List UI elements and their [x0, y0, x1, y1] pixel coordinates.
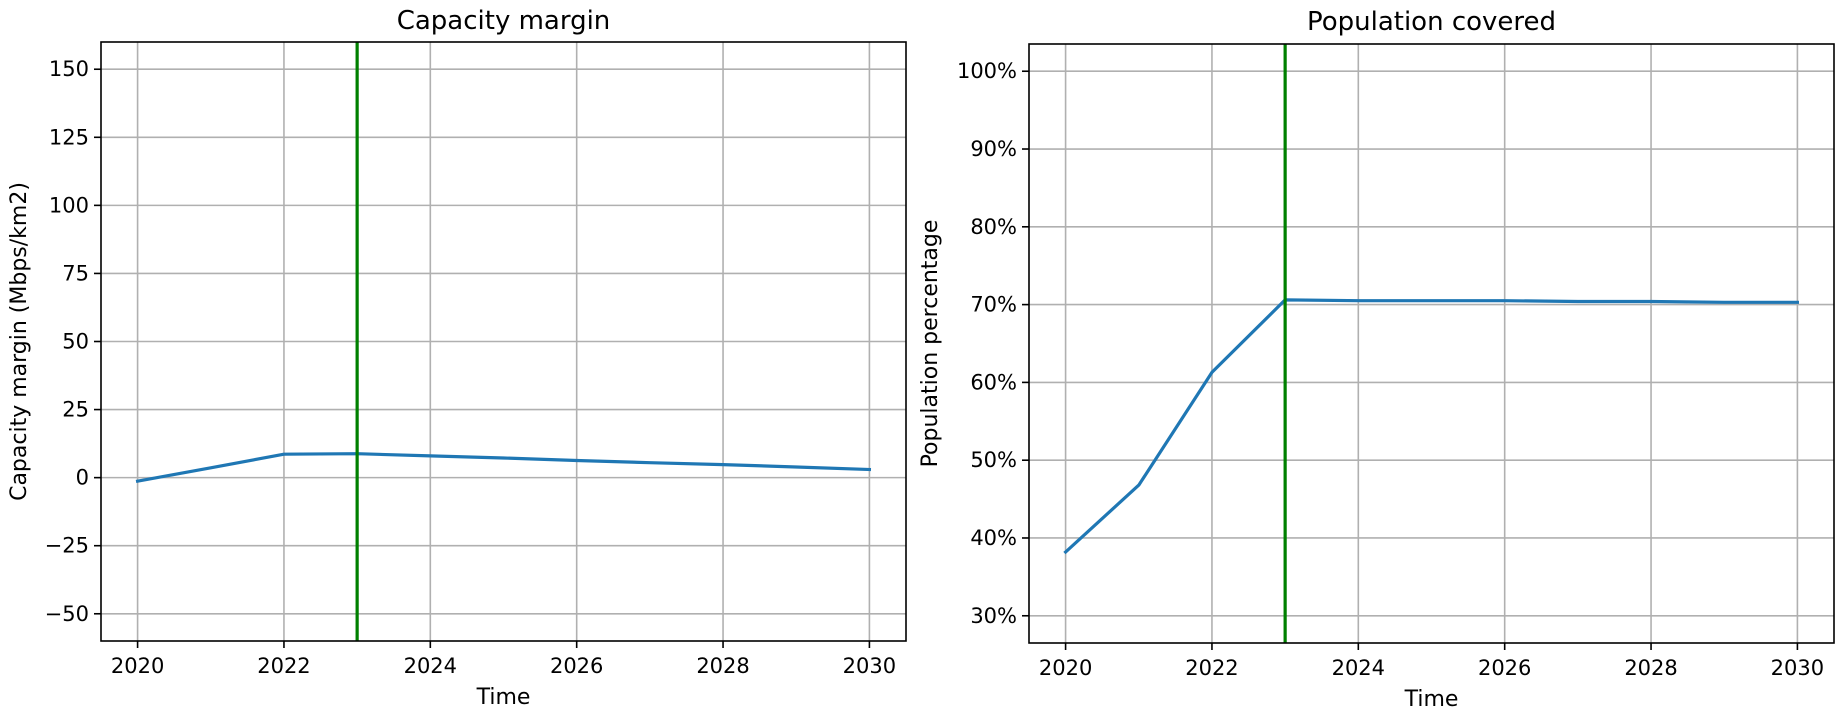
- series-line-1: [135, 452, 872, 484]
- y-tick-label: 60%: [970, 370, 1017, 394]
- x-tick-label: 2028: [696, 654, 749, 678]
- chart-title: Capacity margin: [397, 6, 611, 36]
- y-tick-label: 50%: [970, 448, 1017, 472]
- y-tick-label: 50: [62, 330, 89, 354]
- y-tick-label: 25: [62, 398, 89, 422]
- chart-title: Population covered: [1307, 7, 1556, 37]
- y-tick-label: 100: [49, 193, 89, 217]
- y-tick-label: −25: [45, 534, 89, 558]
- x-tick-label: 2020: [1039, 656, 1092, 680]
- x-tick-label: 2030: [1771, 656, 1824, 680]
- y-tick-label: 125: [49, 125, 89, 149]
- x-tick-label: 2026: [550, 654, 603, 678]
- x-axis-label: Time: [1404, 687, 1459, 712]
- series-line-1: [1063, 298, 1800, 555]
- x-tick-label: 2030: [843, 654, 896, 678]
- x-axis-label: Time: [476, 685, 531, 710]
- y-tick-label: 90%: [970, 137, 1017, 161]
- x-tick-label: 2022: [1185, 656, 1238, 680]
- chart-panel-2: 2020 2022 2024 2026 2028 2030 30% 40% 50% 60% 70% 8…: [918, 7, 1835, 712]
- x-tick-label: 2024: [404, 654, 457, 678]
- y-axis-label: Capacity margin (Mbps/km2): [7, 182, 32, 501]
- y-tick-label: 40%: [970, 526, 1017, 550]
- x-tick-label: 2022: [257, 654, 310, 678]
- x-tick-label: 2026: [1478, 656, 1531, 680]
- x-tick-label: 2020: [111, 654, 164, 678]
- x-tick-label: 2024: [1332, 656, 1385, 680]
- y-tick-label: 150: [49, 57, 89, 81]
- y-tick-label: 75: [62, 261, 89, 285]
- y-tick-label: 80%: [970, 215, 1017, 239]
- y-axis-label: Population percentage: [918, 220, 943, 468]
- y-tick-label: 70%: [970, 293, 1017, 317]
- x-tick-label: 2028: [1624, 656, 1677, 680]
- chart-panel-1: 2020 2022 2024 2026 2028 2030 −50 −25 0 25 50 75 100…: [7, 6, 907, 710]
- y-tick-label: 0: [76, 466, 89, 490]
- y-tick-label: 30%: [970, 604, 1017, 628]
- y-tick-label: 100%: [957, 59, 1017, 83]
- plot-frame: [1028, 43, 1835, 644]
- y-tick-label: −50: [45, 602, 89, 626]
